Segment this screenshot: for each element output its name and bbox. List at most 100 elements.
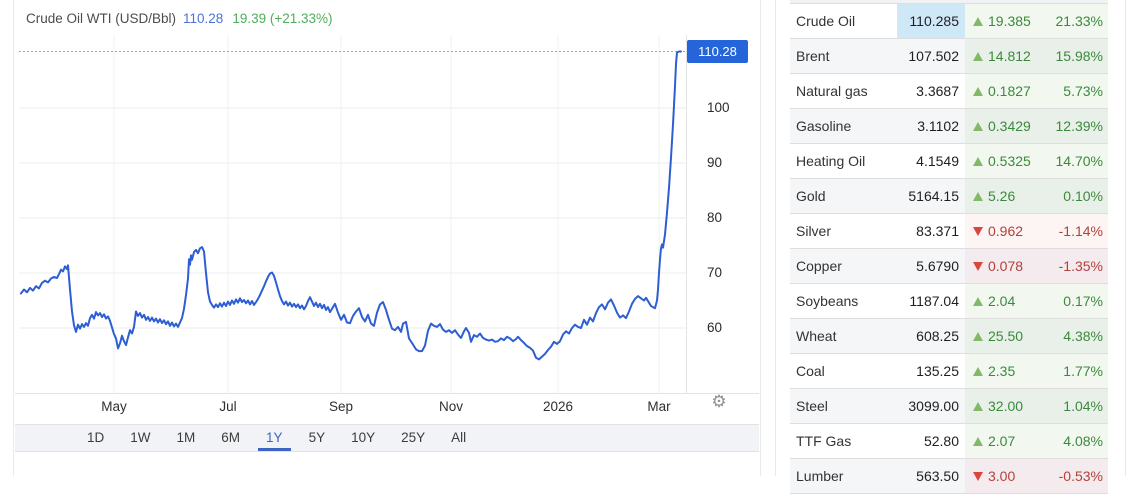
table-row[interactable]: Natural gas 3.3687 0.1827 5.73% bbox=[790, 74, 1108, 109]
commodity-percent: 0.17% bbox=[1037, 284, 1108, 318]
commodity-change: 0.1827 bbox=[965, 74, 1037, 108]
y-tick-label: 70 bbox=[707, 265, 723, 280]
table-row[interactable]: Wheat 608.25 25.50 4.38% bbox=[790, 319, 1108, 354]
commodity-price: 1187.04 bbox=[909, 293, 959, 309]
table-row[interactable]: Silver 83.371 0.962 -1.14% bbox=[790, 214, 1108, 249]
triangle-down-icon bbox=[973, 471, 983, 481]
table-row[interactable]: Coal 135.25 2.35 1.77% bbox=[790, 354, 1108, 389]
y-tick-label: 80 bbox=[707, 210, 723, 225]
table-row[interactable]: Brent 107.502 14.812 15.98% bbox=[790, 39, 1108, 74]
change-value: 5.26 bbox=[988, 188, 1016, 204]
change-value: 2.04 bbox=[988, 293, 1016, 309]
change-value: 0.962 bbox=[988, 223, 1024, 239]
triangle-up-icon bbox=[973, 401, 983, 411]
table-row[interactable]: Gasoline 3.1102 0.3429 12.39% bbox=[790, 109, 1108, 144]
triangle-up-icon bbox=[973, 51, 983, 61]
x-tick-label: May bbox=[101, 399, 127, 414]
commodity-percent: 4.38% bbox=[1037, 319, 1108, 353]
commodity-name: Gold bbox=[796, 188, 826, 204]
commodity-percent: -0.53% bbox=[1037, 459, 1108, 493]
table-top-clipped-row bbox=[790, 0, 1108, 3]
commodity-change: 2.04 bbox=[965, 284, 1037, 318]
commodity-change: 32.00 bbox=[965, 389, 1037, 423]
price-line bbox=[20, 50, 682, 361]
x-tick-label: Jul bbox=[219, 399, 237, 414]
commodity-change: 3.00 bbox=[965, 459, 1037, 493]
change-value: 14.812 bbox=[988, 48, 1031, 64]
commodity-percent: 4.08% bbox=[1037, 424, 1108, 458]
price-line-chart[interactable] bbox=[14, 0, 760, 476]
range-button-5y[interactable]: 5Y bbox=[308, 430, 326, 445]
commodity-price: 52.80 bbox=[923, 433, 959, 449]
commodity-change: 19.385 bbox=[965, 4, 1037, 38]
triangle-up-icon bbox=[973, 436, 983, 446]
table-row[interactable]: Crude Oil 110.285 19.385 21.33% bbox=[790, 4, 1108, 39]
commodity-change: 5.26 bbox=[965, 179, 1037, 213]
table-row[interactable]: Soybeans 1187.04 2.04 0.17% bbox=[790, 284, 1108, 319]
commodity-price: 563.50 bbox=[916, 468, 959, 484]
x-tick-label: Sep bbox=[328, 399, 354, 414]
change-value: 0.078 bbox=[988, 258, 1024, 274]
panel-divider bbox=[775, 0, 776, 476]
commodity-name: Natural gas bbox=[796, 83, 868, 99]
change-value: 2.35 bbox=[988, 363, 1016, 379]
change-value: 0.5325 bbox=[988, 153, 1031, 169]
commodity-name: Wheat bbox=[796, 328, 837, 344]
table-row[interactable]: Lumber 563.50 3.00 -0.53% bbox=[790, 459, 1108, 494]
commodity-name: Brent bbox=[796, 48, 830, 64]
commodity-change: 25.50 bbox=[965, 319, 1037, 353]
commodity-name: Soybeans bbox=[796, 293, 859, 309]
gear-icon[interactable]: ⚙ bbox=[711, 392, 727, 411]
triangle-up-icon bbox=[973, 296, 983, 306]
commodity-percent: 0.10% bbox=[1037, 179, 1108, 213]
commodity-name: Lumber bbox=[796, 468, 844, 484]
last-price-badge: 110.28 bbox=[687, 40, 748, 63]
commodity-name: Gasoline bbox=[796, 118, 852, 134]
range-button-1d[interactable]: 1D bbox=[87, 430, 105, 445]
commodity-name: Crude Oil bbox=[796, 13, 856, 29]
range-button-10y[interactable]: 10Y bbox=[351, 430, 376, 445]
table-row[interactable]: Heating Oil 4.1549 0.5325 14.70% bbox=[790, 144, 1108, 179]
change-value: 2.07 bbox=[988, 433, 1016, 449]
table-row[interactable]: Copper 5.6790 0.078 -1.35% bbox=[790, 249, 1108, 284]
table-row[interactable]: Gold 5164.15 5.26 0.10% bbox=[790, 179, 1108, 214]
commodity-price: 5164.15 bbox=[908, 188, 959, 204]
commodity-price: 110.285 bbox=[897, 4, 965, 38]
commodity-name: Silver bbox=[796, 223, 832, 239]
commodity-price: 4.1549 bbox=[916, 153, 959, 169]
range-button-6m[interactable]: 6M bbox=[221, 430, 241, 445]
triangle-up-icon bbox=[973, 16, 983, 26]
commodity-price: 3.1102 bbox=[917, 118, 959, 134]
triangle-down-icon bbox=[973, 226, 983, 236]
range-toolbar: 1D 1W 1M 6M 1Y 5Y 10Y 25Y All bbox=[15, 424, 759, 452]
range-button-1m[interactable]: 1M bbox=[176, 430, 196, 445]
commodity-percent: 1.04% bbox=[1037, 389, 1108, 423]
commodity-price: 3.3687 bbox=[916, 83, 959, 99]
commodity-change: 2.35 bbox=[965, 354, 1037, 388]
chart-change: 19.39 (+21.33%) bbox=[232, 11, 333, 26]
chart-title-row: Crude Oil WTI (USD/Bbl) 110.28 19.39 (+21.… bbox=[26, 11, 333, 26]
commodity-name: Coal bbox=[796, 363, 825, 379]
change-value: 0.1827 bbox=[988, 83, 1031, 99]
change-value: 3.00 bbox=[988, 468, 1016, 484]
range-button-1w[interactable]: 1W bbox=[130, 430, 151, 445]
chart-title: Crude Oil WTI (USD/Bbl) bbox=[26, 11, 177, 26]
commodities-dashboard: { "chart_header": { "title": "Crude Oil … bbox=[13, 0, 1126, 494]
commodities-table: Crude Oil 110.285 19.385 21.33% Brent 10… bbox=[790, 3, 1108, 494]
range-button-1y[interactable]: 1Y bbox=[258, 425, 291, 451]
change-value: 25.50 bbox=[988, 328, 1024, 344]
commodity-price: 135.25 bbox=[916, 363, 959, 379]
commodity-price: 3099.00 bbox=[908, 398, 959, 414]
commodity-percent: -1.35% bbox=[1037, 249, 1108, 283]
triangle-up-icon bbox=[973, 366, 983, 376]
commodity-percent: 21.33% bbox=[1037, 4, 1108, 38]
y-tick-label: 60 bbox=[707, 320, 723, 335]
commodity-change: 14.812 bbox=[965, 39, 1037, 73]
range-button-25y[interactable]: 25Y bbox=[401, 430, 426, 445]
range-button-all[interactable]: All bbox=[451, 430, 467, 445]
table-row[interactable]: TTF Gas 52.80 2.07 4.08% bbox=[790, 424, 1108, 459]
table-row[interactable]: Steel 3099.00 32.00 1.04% bbox=[790, 389, 1108, 424]
commodity-change: 0.3429 bbox=[965, 109, 1037, 143]
x-tick-label: Mar bbox=[647, 399, 671, 414]
change-value: 19.385 bbox=[988, 13, 1031, 29]
